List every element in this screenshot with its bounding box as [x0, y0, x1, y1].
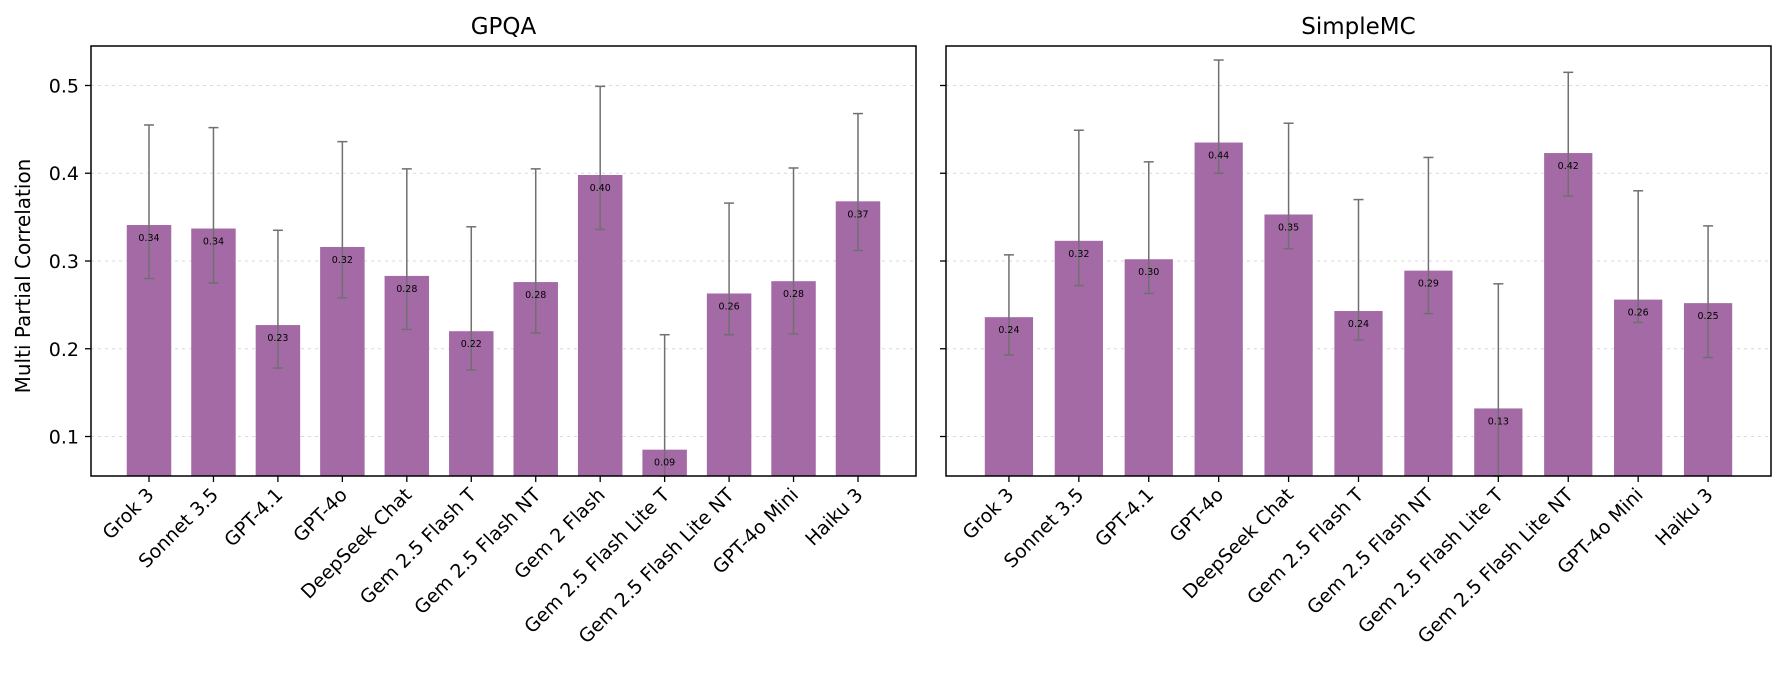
- data-label: 0.22: [461, 339, 482, 350]
- data-label: 0.28: [396, 284, 417, 295]
- data-label: 0.24: [998, 325, 1019, 336]
- error-bar: [1143, 161, 1154, 295]
- error-bar: [1003, 254, 1014, 356]
- error-bar: [1353, 198, 1364, 341]
- data-label: 0.30: [1138, 267, 1159, 278]
- error-bar: [595, 85, 606, 231]
- x-tick-label: Gem 2.5 Flash NT: [410, 484, 545, 619]
- error-bar: [1213, 59, 1224, 174]
- plot-frame: [945, 45, 1772, 477]
- data-label: 0.13: [1488, 416, 1509, 427]
- y-tick-label: 0.5: [49, 75, 79, 97]
- data-label: 0.34: [203, 237, 224, 248]
- error-bar: [401, 168, 412, 331]
- error-bar: [337, 140, 348, 299]
- data-label: 0.28: [525, 290, 546, 301]
- data-label: 0.24: [1348, 319, 1369, 330]
- error-bar: [788, 167, 799, 335]
- error-bar: [1073, 129, 1084, 287]
- data-label: 0.25: [1697, 311, 1718, 322]
- y-tick-label: 0.4: [49, 163, 79, 185]
- y-tick-label: 0.3: [49, 251, 79, 273]
- x-tick-label: GPT-4o: [289, 484, 352, 547]
- bar: [1124, 259, 1173, 476]
- error-bar: [1423, 156, 1434, 315]
- data-label: 0.34: [138, 233, 159, 244]
- bar: [1544, 153, 1593, 476]
- error-bar: [1633, 190, 1644, 324]
- error-bar: [530, 168, 541, 334]
- data-label: 0.32: [1068, 249, 1089, 260]
- x-tick-label: GPT-4.1: [1091, 484, 1158, 551]
- error-bar: [272, 229, 283, 369]
- data-label: 0.32: [332, 255, 353, 266]
- bar: [1194, 142, 1243, 476]
- data-label: 0.26: [719, 301, 740, 312]
- x-tick-label: Gem 2.5 Flash NT: [1303, 484, 1438, 619]
- data-label: 0.29: [1418, 279, 1439, 290]
- y-axis-label: Multi Partial Correlation: [11, 159, 35, 394]
- x-tick-label: Grok 3: [958, 484, 1018, 544]
- error-bar: [1563, 71, 1574, 197]
- x-tick-label: Haiku 3: [1651, 484, 1717, 550]
- y-tick-label: 0.2: [49, 339, 79, 361]
- data-label: 0.23: [267, 333, 288, 344]
- data-label: 0.37: [847, 209, 868, 220]
- error-bar: [724, 202, 735, 336]
- x-tick-label: Haiku 3: [801, 484, 867, 550]
- data-label: 0.28: [783, 289, 804, 300]
- data-label: 0.42: [1558, 161, 1579, 172]
- x-tick-label: Grok 3: [99, 484, 159, 544]
- error-bar: [208, 126, 219, 284]
- x-tick-label: DeepSeek Chat: [297, 484, 416, 603]
- data-label: 0.35: [1278, 222, 1299, 233]
- x-tick-label: GPT-4.1: [220, 484, 287, 551]
- chart-title: GPQA: [471, 14, 537, 40]
- data-label: 0.44: [1208, 151, 1229, 162]
- error-bar: [1283, 122, 1294, 250]
- data-label: 0.09: [654, 458, 675, 469]
- data-label: 0.40: [590, 183, 611, 194]
- data-label: 0.26: [1628, 308, 1649, 319]
- error-bar: [144, 124, 155, 280]
- error-bar: [466, 226, 477, 371]
- chart-title: SimpleMC: [1301, 14, 1415, 40]
- error-bar: [1703, 225, 1714, 359]
- bar: [1264, 214, 1313, 476]
- x-tick-label: Gem 2.5 Flash T: [356, 484, 481, 609]
- y-tick-label: 0.1: [49, 427, 79, 449]
- x-tick-label: GPT-4o: [1166, 484, 1229, 547]
- bar: [1614, 299, 1663, 476]
- x-tick-label: Gem 2.5 Flash T: [1243, 484, 1368, 609]
- error-bar: [852, 112, 863, 252]
- plot-frame: [90, 45, 917, 477]
